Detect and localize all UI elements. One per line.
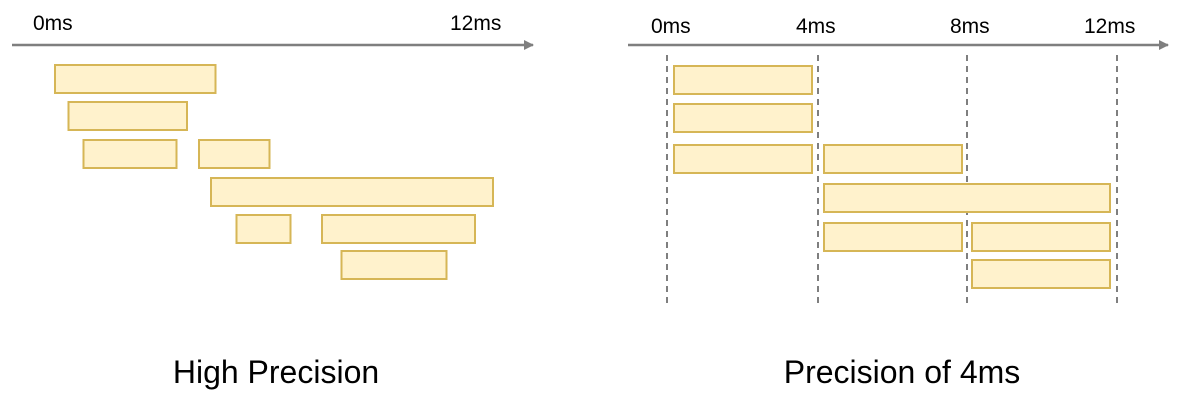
task-bar	[971, 259, 1111, 289]
task-bar	[823, 144, 963, 174]
panel-precision-4ms: 0ms 4ms 8ms 12ms Precision of 4ms	[628, 15, 1169, 390]
caption-high-precision: High Precision	[173, 354, 379, 390]
bars-group	[54, 64, 494, 280]
task-bar	[340, 250, 448, 280]
axis-label-8ms: 8ms	[950, 15, 990, 38]
task-bar	[235, 214, 292, 244]
caption-precision-4ms: Precision of 4ms	[784, 354, 1021, 390]
task-bar	[971, 222, 1111, 252]
axis-label-0ms: 0ms	[651, 15, 691, 38]
task-bar	[673, 65, 813, 95]
task-bar	[823, 183, 1111, 213]
axis-label-12ms: 12ms	[450, 12, 501, 35]
axis-label-0ms: 0ms	[33, 12, 73, 35]
panel-high-precision: 0ms 12ms High Precision	[12, 12, 534, 390]
bars-group	[673, 65, 1111, 289]
task-bar	[54, 64, 217, 94]
task-bar	[198, 139, 271, 169]
task-bar	[321, 214, 476, 244]
task-bar	[82, 139, 178, 169]
axis-label-4ms: 4ms	[796, 15, 836, 38]
task-bar	[823, 222, 963, 252]
task-bar	[673, 144, 813, 174]
task-bar	[210, 177, 494, 207]
task-bar	[67, 101, 188, 131]
axis-label-12ms: 12ms	[1084, 15, 1135, 38]
task-bar	[673, 103, 813, 133]
